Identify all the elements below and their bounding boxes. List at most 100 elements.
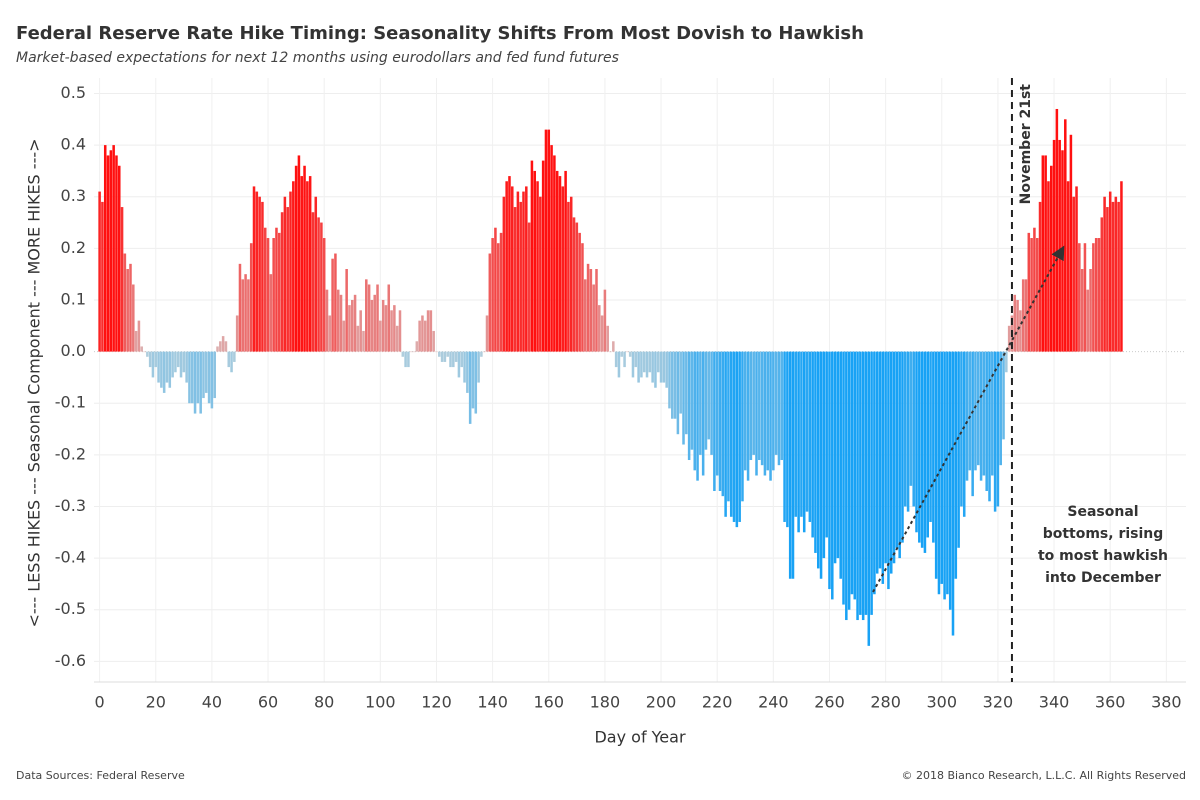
bar — [547, 129, 551, 352]
bar — [586, 263, 590, 352]
bar — [943, 351, 946, 600]
bar — [598, 305, 601, 352]
bar — [1086, 289, 1090, 352]
bar — [637, 351, 640, 383]
bar — [106, 155, 110, 352]
bar — [255, 191, 259, 352]
y-tick-label: -0.2 — [55, 444, 86, 463]
bar — [816, 351, 820, 569]
bar — [595, 269, 598, 352]
bar — [628, 351, 632, 357]
bar — [654, 351, 657, 388]
bar — [861, 351, 865, 621]
x-tick-label: 160 — [533, 693, 564, 712]
bar — [738, 351, 741, 522]
bar — [477, 351, 480, 383]
annotation-text: bottoms, rising — [1043, 526, 1164, 542]
bar — [241, 279, 245, 352]
bar — [263, 227, 267, 352]
bar — [567, 201, 570, 352]
bar — [561, 186, 565, 352]
annotation-text: Seasonal — [1067, 504, 1138, 520]
bar — [1019, 310, 1022, 352]
bar — [454, 351, 458, 362]
bar — [482, 351, 486, 353]
bar — [833, 351, 837, 564]
bar — [668, 351, 671, 409]
bar — [303, 165, 306, 352]
bar — [471, 351, 475, 409]
bar — [415, 341, 419, 352]
x-tick-label: 140 — [477, 693, 508, 712]
bar — [946, 351, 949, 595]
bar — [278, 232, 281, 352]
bar — [744, 351, 747, 471]
bar — [1035, 238, 1039, 352]
annotations: November 21st Seasonal bottoms, rising to m… — [872, 78, 1168, 682]
bar — [909, 351, 913, 486]
bar — [522, 191, 525, 352]
bar — [769, 351, 772, 481]
bar — [252, 186, 256, 352]
bar — [609, 351, 612, 353]
bar — [763, 351, 767, 476]
bar — [370, 299, 374, 352]
bar — [148, 351, 152, 368]
bar — [589, 269, 593, 352]
bar — [1047, 181, 1050, 352]
bar — [606, 325, 609, 352]
bar — [1044, 155, 1047, 352]
bar — [395, 325, 399, 352]
bar — [190, 351, 194, 404]
bar — [230, 351, 233, 373]
bar — [525, 186, 528, 352]
bar — [656, 351, 660, 373]
bar — [707, 351, 711, 440]
bar — [676, 351, 680, 435]
bar — [1083, 243, 1087, 352]
bar — [1100, 217, 1104, 352]
bar — [1106, 207, 1109, 352]
bar — [176, 351, 180, 368]
bar — [348, 305, 351, 352]
bar — [822, 351, 826, 559]
x-tick-label: 100 — [365, 693, 396, 712]
bar — [819, 351, 823, 579]
bar — [682, 351, 685, 445]
y-tick-label: 0.1 — [61, 289, 86, 308]
bar — [867, 351, 871, 646]
bar — [645, 351, 649, 378]
bar — [690, 351, 694, 450]
bar — [162, 351, 166, 393]
y-tick-label: -0.6 — [55, 651, 86, 670]
bar — [446, 351, 449, 357]
bar — [336, 289, 340, 352]
bar — [631, 351, 635, 378]
bar — [553, 155, 556, 352]
bar — [438, 351, 441, 357]
x-tick-label: 280 — [870, 693, 901, 712]
bar — [1117, 201, 1120, 352]
chart-title: Federal Reserve Rate Hike Timing: Season… — [16, 23, 864, 44]
bar — [732, 351, 736, 522]
bar — [614, 351, 618, 368]
bar — [825, 351, 828, 538]
bar — [718, 351, 722, 491]
bar — [808, 351, 812, 522]
bar — [592, 284, 595, 352]
bar — [875, 351, 879, 574]
bar — [207, 351, 211, 404]
bar — [227, 351, 231, 368]
bar — [1092, 243, 1095, 352]
bar — [210, 351, 214, 409]
bar — [297, 155, 301, 352]
bar — [948, 351, 952, 610]
bar — [982, 351, 986, 476]
bar — [701, 351, 705, 476]
bar — [325, 289, 329, 352]
bar — [715, 351, 719, 476]
bar — [1055, 108, 1059, 352]
bar — [98, 191, 101, 352]
